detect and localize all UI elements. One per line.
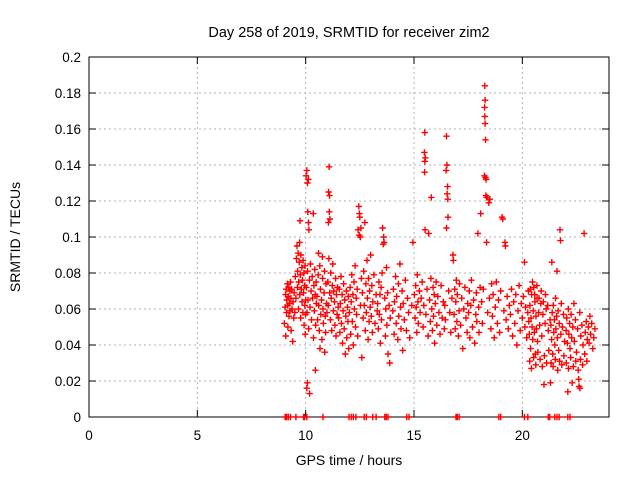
y-tick-label: 0	[73, 410, 81, 425]
y-tick-label: 0.06	[55, 302, 81, 317]
x-axis-label: GPS time / hours	[296, 452, 403, 468]
x-tick-label: 5	[194, 428, 202, 443]
data-points	[281, 82, 599, 421]
y-tick-label: 0.12	[55, 194, 81, 209]
y-tick-label: 0.16	[55, 122, 81, 137]
chart-title: Day 258 of 2019, SRMTID for receiver zim…	[208, 25, 489, 41]
y-tick-label: 0.14	[55, 158, 82, 173]
y-tick-label: 0.08	[55, 266, 81, 281]
y-tick-label: 0.2	[62, 50, 81, 65]
y-tick-label: 0.18	[55, 86, 81, 101]
x-tick-label: 20	[515, 428, 530, 443]
tick-marks	[88, 56, 609, 418]
tick-labels: 0 5 10 15 20 0 0.02 0.04 0.06 0.08 0.1 0.12 0.14 0.16…	[55, 50, 530, 443]
y-tick-label: 0.04	[55, 338, 82, 353]
x-tick-label: 15	[406, 428, 421, 443]
y-tick-label: 0.1	[62, 230, 81, 245]
y-tick-label: 0.02	[55, 374, 81, 389]
y-axis-label: SRMTID / TECUs	[7, 182, 23, 292]
x-tick-label: 0	[85, 428, 93, 443]
x-tick-label: 10	[298, 428, 313, 443]
grid-lines	[89, 57, 609, 417]
series-SRMTID-markers	[281, 82, 599, 421]
